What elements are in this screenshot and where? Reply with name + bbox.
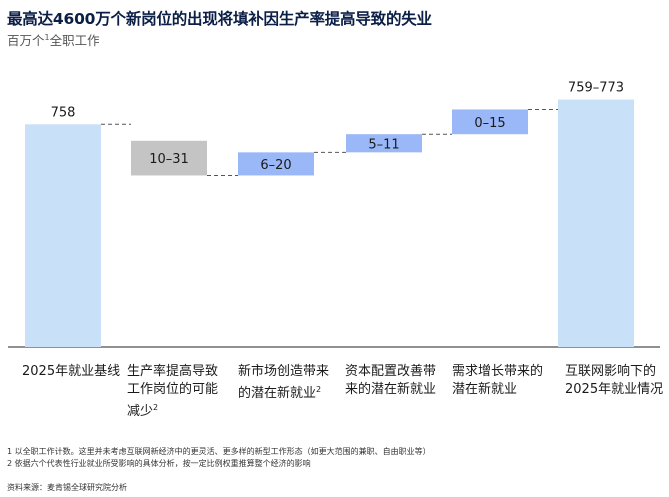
- bar-3: [238, 152, 314, 176]
- subtitle-unit: 百万个: [7, 33, 45, 48]
- category-label-2: 生产率提高导致工作岗位的可能减少2: [127, 363, 227, 421]
- category-label-text: 资本配置改善带来的潜在新就业: [345, 364, 437, 397]
- category-label-footnote-marker: 2: [153, 403, 159, 412]
- bar-6: [558, 99, 634, 347]
- bar-2: [131, 140, 207, 176]
- category-label-text: 生产率提高导致工作岗位的可能减少: [127, 364, 219, 419]
- footnote-2: 2 依据六个代表性行业就业所受影响的具体分析，按一定比例权重推算整个经济的影响: [7, 459, 311, 468]
- category-label-text: 2025年就业基线: [22, 364, 121, 379]
- data-label-6: 759–773: [568, 81, 624, 96]
- data-label-5: 0–15: [474, 116, 505, 131]
- chart-subtitle: 百万个1全职工作: [7, 30, 100, 49]
- category-label-1: 2025年就业基线: [22, 363, 122, 381]
- category-label-text: 需求增长带来的潜在新就业: [452, 364, 544, 397]
- category-label-text: 互联网影响下的2025年就业情况: [565, 364, 664, 397]
- bar-5: [452, 109, 528, 135]
- data-label-3: 6–20: [260, 158, 291, 173]
- category-label-5: 需求增长带来的潜在新就业: [452, 363, 552, 399]
- category-label-footnote-marker: 2: [316, 385, 322, 394]
- data-label-1: 758: [51, 105, 76, 120]
- subtitle-footnote-marker: 1: [44, 33, 50, 42]
- subtitle-unit-tail: 全职工作: [49, 33, 100, 48]
- data-label-4: 5–11: [368, 137, 399, 152]
- category-label-4: 资本配置改善带来的潜在新就业: [345, 363, 445, 399]
- category-label-6: 互联网影响下的2025年就业情况: [565, 363, 665, 399]
- chart-title: 最高达4600万个新岗位的出现将填补因生产率提高导致的失业: [7, 10, 432, 28]
- source-note: 资料来源：麦肯锡全球研究院分析: [7, 483, 127, 492]
- footnote-1: 1 以全职工作计数。这里并未考虑互联网新经济中的更灵活、更多样的新型工作形态（如…: [7, 447, 431, 456]
- data-label-2: 10–31: [149, 152, 189, 167]
- bar-1: [25, 124, 101, 347]
- category-label-3: 新市场创造带来的潜在新就业2: [238, 363, 338, 403]
- category-label-text: 新市场创造带来的潜在新就业: [238, 364, 330, 401]
- bar-4: [346, 134, 422, 153]
